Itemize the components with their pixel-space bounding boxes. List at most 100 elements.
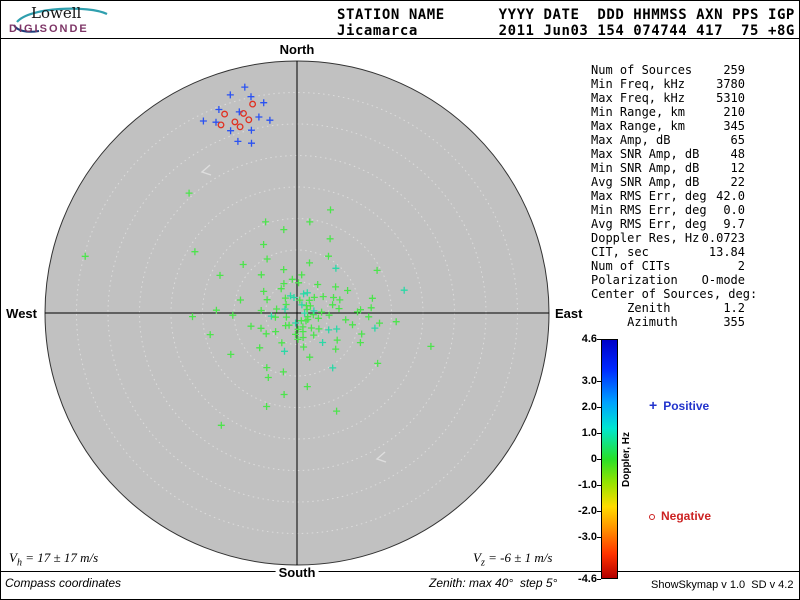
- stat-label: Avg RMS Err, deg: [591, 217, 707, 231]
- compass-label-north: North: [279, 42, 315, 57]
- source-point: [306, 302, 314, 310]
- compass-label-east: East: [555, 306, 583, 321]
- source-point: [247, 93, 255, 101]
- stat-value: 42.0: [716, 189, 745, 203]
- stat-value: O-mode: [701, 273, 745, 287]
- colorbar-tick: [597, 406, 601, 408]
- colorbar-tick: [597, 579, 601, 580]
- stat-value: 210: [723, 105, 745, 119]
- source-point: [358, 330, 366, 338]
- source-point: [371, 324, 379, 332]
- source-point: [279, 368, 287, 376]
- stat-value: 3780: [716, 77, 745, 91]
- source-point: [281, 305, 289, 313]
- stat-row: Avg RMS Err, deg 9.7: [591, 217, 745, 231]
- stat-value: 0.0: [723, 203, 745, 217]
- source-point: [273, 305, 281, 313]
- footer-coordinates-note: Compass coordinates: [5, 576, 122, 590]
- source-point: [329, 364, 337, 372]
- source-point: [310, 307, 318, 315]
- horizontal-velocity-value: Vh = 17 ± 17 m/s: [9, 550, 98, 569]
- source-point: [260, 99, 268, 107]
- colorbar-tick-label: 3.0: [581, 374, 597, 387]
- source-point: [277, 285, 285, 293]
- stat-row: Min RMS Err, deg 0.0: [591, 203, 745, 217]
- stat-row: Num of Sources 259: [591, 63, 745, 77]
- stat-value: 5310: [716, 91, 745, 105]
- source-point: [306, 218, 314, 226]
- source-point: [299, 334, 307, 341]
- footer-zenith-note: Zenith: max 40° step 5°: [429, 576, 558, 590]
- footer-version: ShowSkymap v 1.0 SD v 4.2: [651, 579, 794, 591]
- logo-lowell-text: Lowell: [31, 4, 82, 22]
- source-point: [303, 383, 311, 391]
- source-point: [310, 331, 318, 339]
- stat-row: Num of CITs 2: [591, 259, 745, 273]
- stat-row: Min Range, km 210: [591, 105, 745, 119]
- source-point: [257, 307, 265, 314]
- source-point: [332, 283, 340, 291]
- source-point: [332, 264, 340, 272]
- doppler-colorbar: [601, 339, 618, 579]
- source-point: [376, 319, 383, 327]
- source-point-negative: [249, 100, 257, 108]
- source-point: [335, 305, 343, 313]
- source-point: [266, 116, 274, 124]
- source-point: [303, 289, 311, 297]
- vz-text: = -6 ± 1 m/s: [484, 550, 553, 565]
- stat-row: Center of Sources, deg:: [591, 287, 757, 301]
- source-point: [263, 255, 271, 263]
- source-point: [294, 325, 302, 333]
- stat-label: Max RMS Err, deg: [591, 189, 707, 203]
- source-point: [260, 287, 268, 295]
- compass-label-south: South: [275, 565, 319, 580]
- stat-label: Max Amp, dB: [591, 133, 671, 147]
- faint-chevron-mark: [375, 451, 387, 463]
- source-point: [239, 261, 247, 268]
- stat-value: 355: [723, 315, 745, 329]
- colorbar-tick: [597, 380, 601, 382]
- source-point: [247, 322, 255, 330]
- negative-label: Negative: [661, 509, 712, 523]
- source-point: [344, 287, 352, 294]
- stat-row: Min SNR Amp, dB 12: [591, 161, 745, 175]
- source-point: [271, 313, 279, 321]
- source-points: [81, 83, 435, 429]
- source-point: [307, 324, 315, 332]
- source-point: [299, 323, 307, 331]
- source-point: [226, 91, 234, 99]
- stat-row: Max RMS Err, deg 42.0: [591, 189, 745, 203]
- faint-chevron-mark: [200, 164, 212, 176]
- source-point: [314, 314, 322, 322]
- source-point: [332, 345, 340, 353]
- stat-label: Max Range, km: [591, 119, 685, 133]
- source-point: [298, 271, 306, 279]
- source-point: [336, 296, 344, 304]
- stat-row: Azimuth 355: [591, 315, 745, 329]
- source-point: [367, 304, 375, 312]
- colorbar-tick-label: 2.0: [581, 400, 597, 413]
- source-point: [81, 252, 89, 260]
- colorbar-tick: [597, 485, 601, 487]
- colorbar-tick: [597, 511, 601, 513]
- source-point: [257, 324, 265, 332]
- stat-value: 65: [730, 133, 745, 147]
- stat-value: 22: [730, 175, 745, 189]
- source-point: [296, 296, 304, 304]
- source-point-negative: [221, 110, 229, 118]
- colorbar-tick-label: 4.6: [581, 333, 597, 345]
- stat-row: Avg SNR Amp, dB 22: [591, 175, 745, 189]
- source-point: [374, 359, 382, 367]
- stat-row: Min Freq, kHz 3780: [591, 77, 745, 91]
- colorbar-axis-label: Doppler, Hz: [621, 431, 632, 487]
- source-point: [368, 294, 376, 302]
- source-point: [215, 106, 223, 113]
- vh-text: = 17 ± 17 m/s: [21, 550, 99, 565]
- source-point: [241, 83, 249, 91]
- stat-value: 13.84: [708, 245, 745, 259]
- vertical-velocity-value: Vz = -6 ± 1 m/s: [473, 550, 552, 569]
- stat-value: 1.2: [723, 301, 745, 315]
- logo-swoosh-icon: [13, 7, 108, 33]
- source-point: [217, 421, 225, 429]
